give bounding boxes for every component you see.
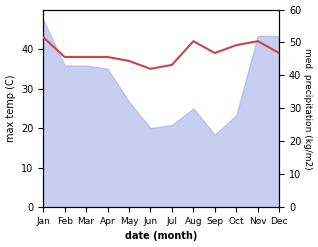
X-axis label: date (month): date (month) [125,231,197,242]
Y-axis label: max temp (C): max temp (C) [5,75,16,142]
Y-axis label: med. precipitation (kg/m2): med. precipitation (kg/m2) [303,48,313,169]
